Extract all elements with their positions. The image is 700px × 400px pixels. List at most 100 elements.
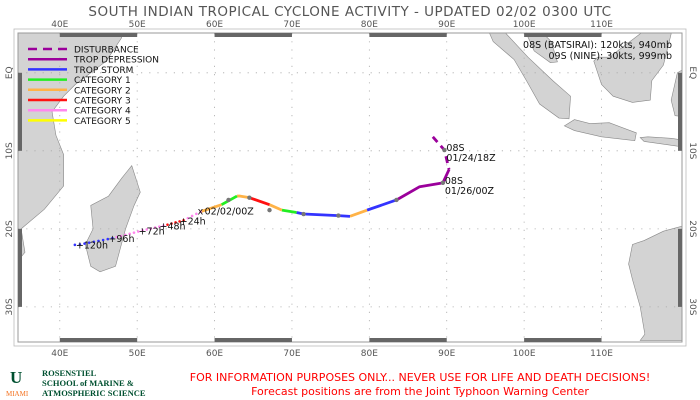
- axis-bar-left: [18, 72, 22, 151]
- lon-label-top: 90E: [438, 20, 455, 30]
- track-label-date: 01/24/18Z: [446, 153, 496, 164]
- track-segment: [395, 168, 451, 202]
- axis-bar-bottom: [214, 338, 292, 342]
- current-position-marker-icon: x: [198, 207, 204, 218]
- legend-label: CATEGORY 3: [74, 97, 131, 107]
- um-u-logo-icon: U: [10, 368, 23, 387]
- legend-label: CATEGORY 4: [74, 107, 131, 117]
- lat-label-left: 30S: [5, 298, 15, 315]
- forecast-dot: [158, 225, 161, 228]
- forecast-dot: [149, 227, 153, 230]
- lon-label-top: 50E: [129, 20, 146, 30]
- lat-label-right: 10S: [687, 142, 697, 159]
- forecast-dot: [124, 233, 127, 237]
- axis-bar-bottom: [59, 338, 138, 342]
- legend-label: CATEGORY 5: [74, 117, 131, 127]
- lon-label-bottom: 70E: [283, 349, 300, 359]
- forecast-dot: [106, 237, 110, 241]
- lat-label-right: 30S: [687, 298, 697, 315]
- disclaimer-line-1: FOR INFORMATION PURPOSES ONLY... NEVER U…: [189, 371, 651, 384]
- storm-info-line: 09S (NINE): 30kts, 999mb: [548, 51, 672, 62]
- rsmas-logo: U MIAMI ROSENSTIEL SCHOOL of MARINE & ATMO…: [6, 368, 156, 398]
- current-position-label: 02/02/00Z: [205, 207, 255, 218]
- track-position-marker: [267, 207, 272, 213]
- forecast-dot: [136, 230, 140, 233]
- lon-label-bottom: 100E: [513, 349, 536, 359]
- lon-label-top: 40E: [51, 20, 68, 30]
- track-label-name: 08S: [446, 143, 464, 154]
- forecast-dot: [119, 234, 123, 238]
- forecast-dot: [195, 212, 198, 216]
- lon-label-top: 110E: [590, 20, 613, 30]
- lon-label-bottom: 50E: [129, 349, 146, 359]
- storm-info-line: 08S (BATSIRAI): 120kts, 940mb: [523, 40, 672, 51]
- forecast-dot: [87, 241, 91, 244]
- lon-label-bottom: 90E: [438, 349, 455, 359]
- australia-land: [628, 225, 682, 341]
- disclaimer-line-2: Forecast positions are from the Joint Ty…: [251, 385, 589, 398]
- track-segment: [200, 203, 222, 214]
- track-position-marker: [247, 195, 252, 200]
- track-position-marker: [336, 213, 341, 218]
- logo-miami: MIAMI: [6, 390, 29, 398]
- legend-label: CATEGORY 1: [74, 76, 131, 86]
- disclaimer: FOR INFORMATION PURPOSES ONLY... NEVER U…: [165, 371, 675, 399]
- forecast-dot: [178, 220, 181, 223]
- track-position-marker: [440, 180, 446, 186]
- lat-label-left: 20S: [5, 220, 15, 237]
- track-position-marker: [394, 197, 399, 203]
- lon-label-bottom: 60E: [206, 349, 223, 359]
- forecast-dot: [78, 243, 82, 246]
- track-segment: [366, 198, 397, 212]
- forecast-dot: [199, 210, 202, 213]
- forecast-dot: [132, 231, 136, 234]
- forecast-hour-label: +72h: [139, 226, 165, 237]
- logo-text: ROSENSTIEL SCHOOL of MARINE & ATMOSPHERIC …: [42, 368, 146, 398]
- lon-label-bottom: 80E: [361, 349, 378, 359]
- forecast-dot: [166, 223, 169, 226]
- page-title: SOUTH INDIAN TROPICAL CYCLONE ACTIVITY -…: [88, 4, 612, 20]
- lon-label-top: 80E: [361, 20, 378, 30]
- forecast-hour-label: +120h: [76, 240, 108, 251]
- java-land: [563, 119, 637, 142]
- axis-bar-top: [59, 33, 138, 37]
- axis-bar-right: [678, 72, 682, 151]
- forecast-hour-label: +48h: [159, 222, 185, 233]
- track-position-marker: [442, 147, 447, 153]
- axis-bar-right: [678, 228, 682, 307]
- map-outer-frame: [13, 28, 687, 347]
- forecast-dot: [174, 221, 177, 224]
- forecast-dot: [73, 243, 77, 247]
- track-segment: [248, 196, 270, 206]
- forecast-dot: [162, 224, 165, 228]
- lat-label-left: 10S: [5, 142, 15, 159]
- lon-label-bottom: 110E: [590, 349, 613, 359]
- axis-bar-bottom: [524, 338, 602, 342]
- lat-label-right: 20S: [687, 220, 697, 237]
- axis-bar-top: [369, 33, 447, 37]
- lon-label-top: 60E: [206, 20, 223, 30]
- sumatra-land: [489, 33, 571, 120]
- forecast-dot: [153, 226, 157, 229]
- borneo-land: [593, 33, 672, 103]
- track-segment: [281, 208, 297, 214]
- forecast-dot: [97, 239, 100, 243]
- lon-label-top: 70E: [283, 20, 300, 30]
- map-frame: [17, 32, 683, 343]
- lon-label-bottom: 40E: [51, 349, 68, 359]
- axis-bar-top: [524, 33, 602, 37]
- legend-label: TROP STORM: [73, 66, 133, 76]
- legend-label: DISTURBANCE: [74, 46, 139, 56]
- lesser-sunda-land: [639, 136, 682, 148]
- track-label-date: 01/26/00Z: [445, 186, 495, 197]
- track-segment: [349, 208, 368, 218]
- forecast-dot: [170, 222, 173, 225]
- forecast-dot: [186, 216, 190, 220]
- lon-label-top: 100E: [513, 20, 536, 30]
- track-label-name: 08S: [445, 176, 463, 187]
- forecast-dot: [190, 214, 194, 218]
- forecast-dot: [182, 218, 185, 222]
- lat-label-left: EQ: [5, 66, 15, 79]
- forecast-dot: [145, 228, 149, 231]
